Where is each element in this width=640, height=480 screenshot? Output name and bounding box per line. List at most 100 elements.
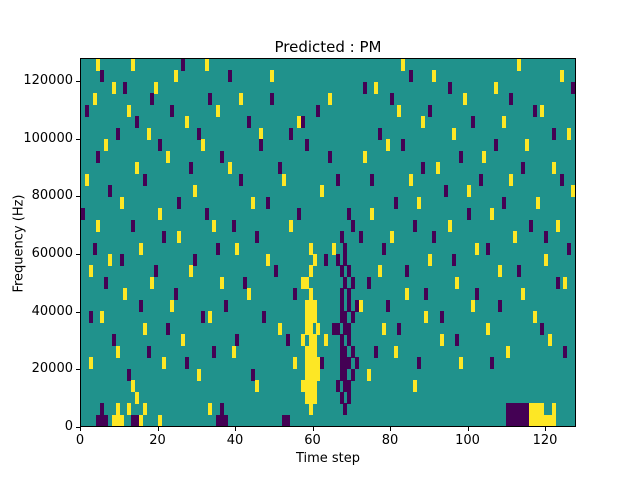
heatmap-cell xyxy=(536,196,541,209)
heatmap-cell xyxy=(270,93,275,106)
heatmap-cell xyxy=(339,357,344,370)
heatmap-cell xyxy=(231,219,236,232)
heatmap-cell xyxy=(293,357,298,370)
heatmap-cell xyxy=(459,150,464,163)
heatmap-cell xyxy=(432,231,437,244)
heatmap-cell xyxy=(358,299,363,312)
heatmap-cell xyxy=(239,93,244,106)
heatmap-cell xyxy=(555,219,560,232)
x-tick-label: 0 xyxy=(75,433,85,448)
heatmap-cell xyxy=(96,414,101,426)
heatmap-cell xyxy=(324,253,329,266)
heatmap-cell xyxy=(235,334,240,347)
heatmap-cell xyxy=(111,414,116,426)
heatmap-cell xyxy=(96,59,101,71)
heatmap-cell xyxy=(509,403,514,416)
heatmap-cell xyxy=(154,81,159,94)
heatmap-cell xyxy=(428,104,433,117)
heatmap-cell xyxy=(412,380,417,393)
heatmap-cell xyxy=(88,357,93,370)
heatmap-cell xyxy=(308,265,313,278)
heatmap-cell xyxy=(517,59,522,71)
heatmap-cell xyxy=(509,173,514,186)
heatmap-cell xyxy=(127,368,132,381)
heatmap-cell xyxy=(505,345,510,358)
heatmap-cell xyxy=(246,288,251,301)
heatmap-cell xyxy=(505,414,510,426)
heatmap-cell xyxy=(505,403,510,416)
heatmap-cell xyxy=(119,253,124,266)
heatmap-cell xyxy=(320,185,325,198)
x-tick-label: 100 xyxy=(455,433,480,448)
heatmap-cell xyxy=(200,311,205,324)
x-tick-mark xyxy=(545,427,546,431)
heatmap-cell xyxy=(308,311,313,324)
heatmap-cell xyxy=(524,414,529,426)
heatmap-cell xyxy=(104,139,109,152)
heatmap-cell xyxy=(490,208,495,221)
heatmap-cell xyxy=(258,139,263,152)
heatmap-cell xyxy=(100,311,105,324)
x-tick-mark xyxy=(467,427,469,431)
y-tick-mark xyxy=(76,81,80,83)
heatmap-cell xyxy=(84,173,89,186)
heatmap-cell xyxy=(559,173,564,186)
x-tick-mark xyxy=(390,427,391,431)
heatmap-cell xyxy=(520,414,525,426)
heatmap-cell xyxy=(366,368,371,381)
heatmap-cell xyxy=(439,311,444,324)
heatmap-cell xyxy=(142,173,147,186)
x-tick-mark xyxy=(157,427,159,431)
heatmap-cell xyxy=(192,185,197,198)
heatmap-cell xyxy=(351,219,356,232)
y-tick-label: 80000 xyxy=(31,188,73,204)
heatmap-cell xyxy=(308,403,313,416)
heatmap-cell xyxy=(513,231,518,244)
heatmap-cell xyxy=(250,368,255,381)
heatmap-cell xyxy=(285,334,290,347)
heatmap-cell xyxy=(312,299,317,312)
heatmap-cell xyxy=(532,311,537,324)
heatmap-cell xyxy=(281,173,286,186)
heatmap-cell xyxy=(304,322,309,335)
heatmap-cell xyxy=(347,322,352,335)
heatmap-cell xyxy=(223,299,228,312)
heatmap-cell xyxy=(513,403,518,416)
heatmap-cell xyxy=(339,231,344,244)
heatmap-cell xyxy=(393,196,398,209)
heatmap-cell xyxy=(304,357,309,370)
x-tick-label: 80 xyxy=(381,433,399,448)
heatmap-cell xyxy=(328,93,332,106)
heatmap-cell xyxy=(571,185,575,198)
heatmap-cell xyxy=(150,93,155,106)
heatmap-cell xyxy=(227,162,232,175)
heatmap-cell xyxy=(235,242,240,255)
x-tick-mark xyxy=(235,427,236,431)
y-axis-label: Frequency (Hz) xyxy=(11,194,27,293)
heatmap-cell xyxy=(204,59,209,71)
heatmap-cell xyxy=(347,208,352,221)
heatmap-cell xyxy=(204,208,209,221)
heatmap-cell xyxy=(532,414,537,426)
heatmap-cell xyxy=(169,104,174,117)
heatmap-cell xyxy=(304,276,309,289)
heatmap-cell xyxy=(123,288,128,301)
heatmap-cell xyxy=(559,70,564,83)
heatmap-cell xyxy=(486,322,491,335)
heatmap-cell xyxy=(131,414,136,426)
heatmap-cell xyxy=(219,276,224,289)
heatmap-cell xyxy=(189,265,194,278)
heatmap-cell xyxy=(297,208,302,221)
heatmap-cell xyxy=(135,116,140,129)
heatmap-cell xyxy=(115,345,120,358)
heatmap-cell xyxy=(547,334,552,347)
heatmap-cell xyxy=(308,345,313,358)
heatmap-cell xyxy=(409,70,414,83)
heatmap-cell xyxy=(571,81,575,94)
heatmap-cell xyxy=(451,253,456,266)
heatmap-cell xyxy=(424,311,429,324)
heatmap-cell xyxy=(312,368,317,381)
heatmap-cell xyxy=(482,150,487,163)
heatmap-cell xyxy=(339,345,344,358)
heatmap-cell xyxy=(312,334,317,347)
